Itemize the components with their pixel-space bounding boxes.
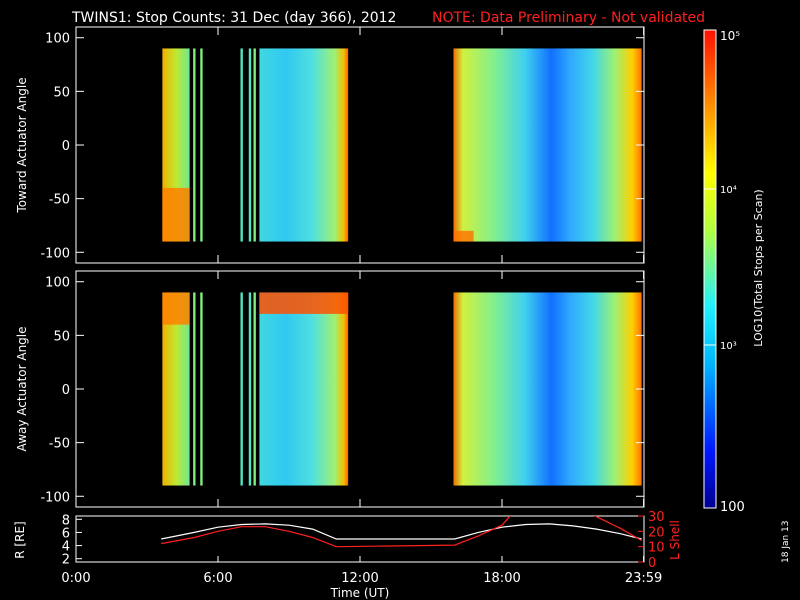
ytick-label: 50 bbox=[53, 85, 70, 100]
colorbar-tick-label: 100 bbox=[720, 500, 745, 515]
ytick-label: 50 bbox=[53, 329, 70, 344]
r-series-line bbox=[161, 523, 642, 540]
date-stamp: 18 Jan 13 bbox=[781, 521, 791, 564]
r-tick-label: 4 bbox=[62, 540, 70, 555]
time-tick-label: 23:59 bbox=[625, 571, 662, 586]
r-tick-label: 8 bbox=[62, 513, 70, 528]
r-tick-label: 2 bbox=[62, 553, 70, 568]
r-ylabel: R [RE] bbox=[13, 521, 27, 558]
heatmap-hotspot bbox=[259, 292, 349, 314]
lshell-tick-label: 0 bbox=[648, 556, 656, 571]
colorbar-tick-label: 10⁵ bbox=[720, 29, 740, 43]
ytick-label: -50 bbox=[49, 193, 70, 208]
heatmap-block bbox=[193, 48, 196, 242]
lshell-ylabel: L Shell bbox=[668, 520, 682, 560]
heatmap-hotspot bbox=[162, 187, 190, 242]
time-tick-label: 12:00 bbox=[341, 571, 378, 586]
away-ylabel: Away Actuator Angle bbox=[15, 326, 29, 451]
ephemeris-lines bbox=[161, 516, 642, 548]
lshell-tick-label: 30 bbox=[648, 510, 665, 525]
axes: 100500-50-100100500-50-100864230201000:0… bbox=[40, 27, 665, 586]
time-tick-label: 6:00 bbox=[203, 571, 232, 586]
heatmaps bbox=[162, 48, 642, 486]
heatmap-hotspot bbox=[162, 292, 190, 325]
ytick-label: 100 bbox=[45, 276, 70, 291]
time-xlabel: Time (UT) bbox=[330, 586, 390, 600]
heatmap-block bbox=[248, 48, 252, 242]
heatmap-block bbox=[248, 292, 252, 486]
heatmap-block bbox=[453, 292, 642, 486]
time-tick-label: 0:00 bbox=[61, 571, 90, 586]
toward-ylabel: Toward Actuator Angle bbox=[15, 77, 29, 213]
heatmap-block bbox=[193, 292, 196, 486]
colorbar-tick-label: 10³ bbox=[720, 341, 737, 352]
lshell-tick-label: 20 bbox=[648, 525, 665, 540]
chart-title: TWINS1: Stop Counts: 31 Dec (day 366), 2… bbox=[71, 10, 396, 26]
heatmap-block bbox=[453, 48, 642, 242]
colorbar-label: LOG10(Total Stops per Scan) bbox=[752, 189, 765, 346]
ytick-label: 0 bbox=[62, 139, 70, 154]
colorbar-tick-label: 10⁴ bbox=[720, 185, 737, 196]
heatmap-block bbox=[240, 48, 243, 242]
ytick-label: 100 bbox=[45, 32, 70, 47]
heatmap-block bbox=[200, 292, 203, 486]
heatmap-block bbox=[200, 48, 203, 242]
heatmap-block bbox=[259, 292, 349, 486]
ytick-label: -100 bbox=[40, 490, 70, 505]
r-tick-label: 6 bbox=[62, 526, 70, 541]
heatmap-block bbox=[253, 48, 256, 242]
heatmap-hotspot bbox=[453, 230, 474, 242]
lshell-tick-label: 10 bbox=[648, 541, 665, 556]
time-tick-label: 18:00 bbox=[483, 571, 520, 586]
ytick-label: -50 bbox=[49, 437, 70, 452]
colorbar bbox=[703, 29, 717, 509]
preliminary-note: NOTE: Data Preliminary - Not validated bbox=[432, 10, 705, 26]
ytick-label: -100 bbox=[40, 246, 70, 261]
lshell-series-line bbox=[161, 516, 642, 548]
heatmap-block bbox=[253, 292, 256, 486]
ytick-label: 0 bbox=[62, 383, 70, 398]
heatmap-block bbox=[240, 292, 243, 486]
heatmap-block bbox=[259, 48, 349, 242]
